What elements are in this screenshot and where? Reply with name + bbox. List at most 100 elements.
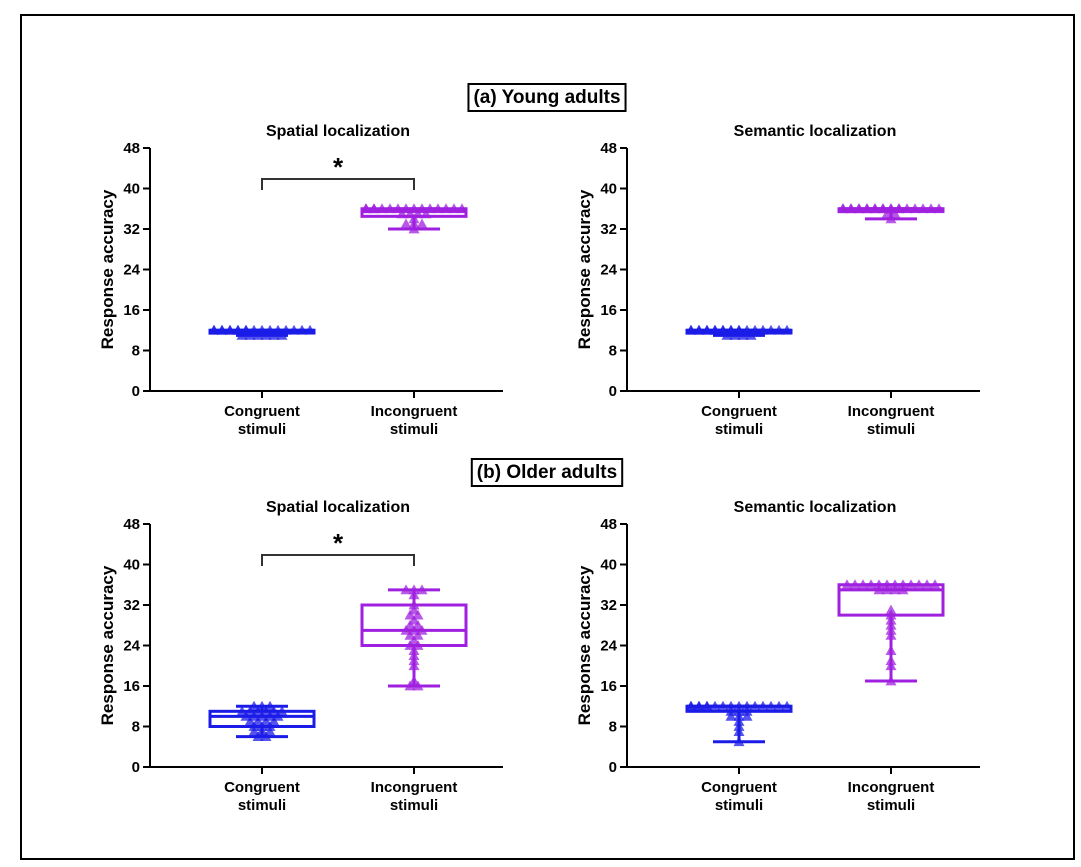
x-tick-label: Incongruent [848,403,935,420]
section-label-group: (a) Young adults [467,83,627,112]
data-point [913,579,925,590]
y-tick-label: 24 [600,262,617,279]
data-point [685,324,697,335]
data-point [865,579,877,590]
x-tick-label: Congruent [224,403,300,420]
figure-frame [20,14,1075,860]
x-tick-label: stimuli [238,797,286,814]
data-point [917,203,929,214]
data-point [765,700,777,711]
data-point [709,700,721,711]
data-point [889,584,901,595]
data-point [260,731,272,742]
data-point [885,675,897,686]
box-series [360,203,468,234]
box-series [360,584,468,691]
y-tick-label: 40 [123,557,140,574]
data-point [252,329,264,340]
data-point [685,700,697,711]
chart-panel: Spatial localization 0 8 16 24 32 40 48 Response… [98,123,503,438]
data-point [408,589,420,600]
data-point [841,579,853,590]
box-series [685,324,793,340]
data-point [408,655,420,666]
significance-bracket [261,554,415,566]
chart-panel: Semantic localization 0 8 16 24 32 40 48 Respons… [575,499,980,814]
data-point [440,203,452,214]
data-point [741,710,753,721]
y-tick-label: 8 [609,343,617,360]
significance-marker: * [333,528,344,558]
y-tick-label: 0 [132,383,140,400]
data-point [897,579,909,590]
data-point [412,680,424,691]
data-point [933,203,945,214]
data-point [408,660,420,671]
data-point [741,705,753,716]
x-tick-label: stimuli [390,797,438,814]
data-point [408,584,420,595]
data-point [885,624,897,635]
data-point [368,203,380,214]
y-tick-label: 24 [123,638,140,655]
data-point [376,203,388,214]
data-point [773,324,785,335]
data-point [224,324,236,335]
data-point [260,329,272,340]
data-point [921,579,933,590]
box-series [837,579,945,686]
section-label-group: (b) Older adults [470,458,624,487]
data-point [905,579,917,590]
data-point [701,700,713,711]
data-point [717,700,729,711]
x-tick-label: stimuli [238,421,286,438]
y-tick-label: 8 [609,719,617,736]
x-tick-label: Congruent [224,779,300,796]
y-tick-label: 24 [123,262,140,279]
y-tick-label: 40 [123,181,140,198]
y-tick-label: 16 [123,302,140,319]
significance-bracket [261,178,415,190]
data-point [773,700,785,711]
data-point [721,329,733,340]
chart-title: Spatial localization [266,499,410,516]
data-point [693,700,705,711]
section-label-box [470,458,624,487]
y-tick-label: 16 [600,302,617,319]
data-point [885,655,897,666]
data-point [725,700,737,711]
data-point [737,329,749,340]
data-point [749,700,761,711]
box-series [208,324,316,340]
data-point [885,660,897,671]
data-point [733,721,745,731]
data-point [869,203,881,214]
section-label-box [467,83,627,112]
chart-title: Semantic localization [734,123,897,140]
chart-panel: Spatial localization 0 8 16 24 32 40 48 Response… [98,499,503,814]
chart-panel: Semantic localization 0 8 16 24 32 40 48 Respons… [575,123,980,438]
data-point [849,579,861,590]
x-tick-label: Congruent [701,403,777,420]
data-point [765,324,777,335]
data-point [408,599,420,610]
data-point [208,324,220,335]
data-point [408,650,420,661]
y-tick-label: 8 [132,343,140,360]
x-tick-label: stimuli [715,421,763,438]
data-point [408,218,420,229]
data-point [745,329,757,340]
y-axis-label: Response accuracy [575,189,594,349]
data-point [845,203,857,214]
data-point [408,213,420,224]
data-point [384,203,396,214]
data-point [448,203,460,214]
data-point [456,203,468,214]
y-tick-label: 40 [600,557,617,574]
x-tick-label: Incongruent [371,403,458,420]
data-point [725,705,737,716]
y-tick-label: 48 [600,140,617,157]
y-tick-label: 32 [123,597,140,614]
data-point [909,203,921,214]
